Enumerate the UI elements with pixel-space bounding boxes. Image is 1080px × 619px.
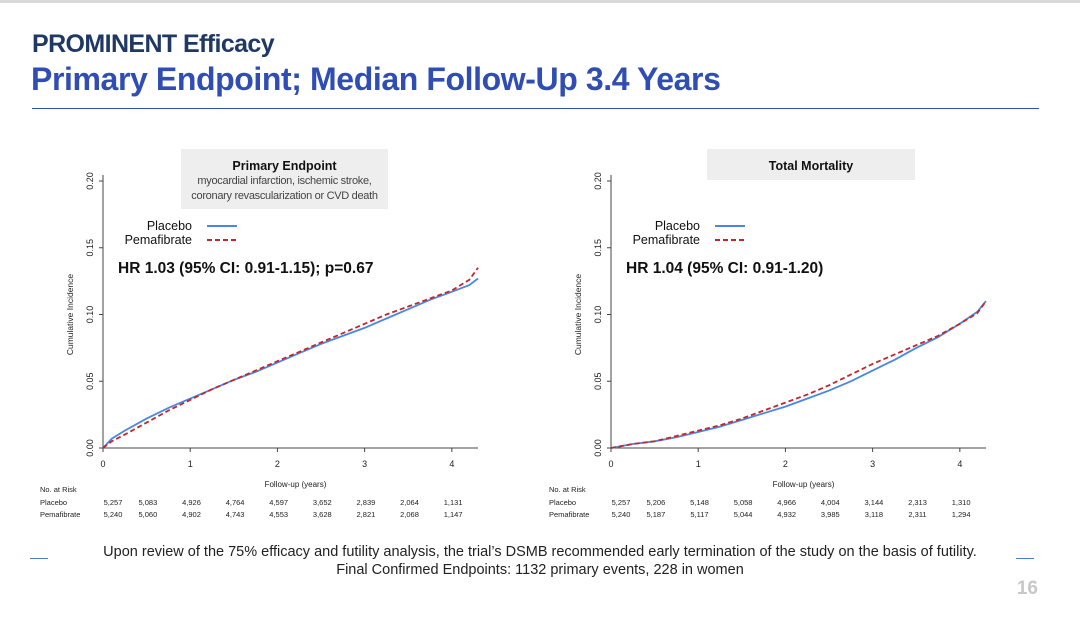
chart1-x-axis-label: Follow-up (years) xyxy=(265,480,327,489)
chart1-series-pemafibrate xyxy=(102,267,479,449)
chart1-hr-annotation: HR 1.03 (95% CI: 0.91-1.15); p=0.67 xyxy=(118,260,373,277)
chart1-legend-label: Placebo xyxy=(147,219,192,233)
chart1-risk-cell: 4,926 xyxy=(182,498,201,507)
chart1-series-placebo xyxy=(102,277,479,449)
chart1-x-tick-label: 1 xyxy=(188,459,193,469)
chart2-risk-cell: 1,310 xyxy=(952,498,971,507)
chart2-title: Total Mortality xyxy=(769,159,854,173)
chart2-series-placebo xyxy=(610,300,987,449)
chart1-y-tick-label: 0.05 xyxy=(85,372,95,390)
chart2-y-tick-label: 0.20 xyxy=(593,172,603,190)
top-border xyxy=(0,0,1080,3)
chart2-series-pemafibrate xyxy=(610,300,987,449)
footnote-line-1: Upon review of the 75% efficacy and futi… xyxy=(103,544,977,560)
chart1-x-tick-label: 3 xyxy=(362,459,367,469)
chart2-risk-cell: 5,240 xyxy=(612,510,631,519)
chart1-risk-cell: 2,064 xyxy=(400,498,419,507)
chart2-risk-cell: 3,118 xyxy=(865,510,883,519)
chart1-x-tick-label: 2 xyxy=(275,459,280,469)
chart2-risk-cell: 5,058 xyxy=(734,498,753,507)
chart2-legend-label: Pemafibrate xyxy=(633,233,700,247)
chart1-title: Primary Endpoint xyxy=(232,159,337,173)
chart2-risk-cell: 5,117 xyxy=(690,510,708,519)
chart1-y-tick-label: 0.20 xyxy=(85,172,95,190)
chart2-risk-cell: 5,206 xyxy=(646,498,665,507)
footnote-dash-right xyxy=(1016,558,1034,559)
chart2-risk-cell: 2,311 xyxy=(908,510,926,519)
chart1-legend-label: Pemafibrate xyxy=(125,233,192,247)
primary-endpoint-chart: Primary Endpoint myocardial infarction, i… xyxy=(40,149,479,519)
chart1-risk-cell: 1,131 xyxy=(444,498,463,507)
chart1-risk-cell: 5,060 xyxy=(138,510,157,519)
chart2-risk-cell: 4,004 xyxy=(821,498,840,507)
chart2-risk-cell: 2,313 xyxy=(908,498,927,507)
chart2-risk-cell: 4,966 xyxy=(777,498,796,507)
chart1-risk-cell: 2,068 xyxy=(400,510,419,519)
chart1-x-tick-label: 0 xyxy=(100,459,105,469)
chart1-risk-cell: 5,083 xyxy=(138,498,157,507)
chart1-risk-cell: 4,764 xyxy=(226,498,245,507)
chart1-risk-cell: 4,743 xyxy=(226,510,245,519)
chart2-x-tick-label: 3 xyxy=(870,459,875,469)
chart2-risk-cell: 5,044 xyxy=(734,510,753,519)
title-rule xyxy=(32,108,1039,109)
chart1-subtitle-line: coronary revascularization or CVD death xyxy=(191,190,378,202)
chart2-risk-table-header: No. at Risk xyxy=(549,485,586,494)
chart1-risk-table-header: No. at Risk xyxy=(40,485,77,494)
chart1-risk-cell: 4,553 xyxy=(269,510,288,519)
chart2-title-box xyxy=(707,149,915,180)
chart1-y-tick-label: 0.10 xyxy=(85,306,95,324)
chart2-risk-cell: 5,187 xyxy=(646,510,665,519)
chart1-risk-row-label: Pemafibrate xyxy=(40,510,80,519)
chart2-risk-cell: 3,144 xyxy=(865,498,884,507)
slide-kicker: PROMINENT Efficacy xyxy=(32,30,275,58)
chart1-title-box xyxy=(181,149,388,209)
chart1-risk-cell: 3,628 xyxy=(313,510,332,519)
chart1-y-axis-label: Cumulative Incidence xyxy=(65,274,75,356)
chart2-y-tick-label: 0.05 xyxy=(593,372,603,390)
footnote-line-2: Final Confirmed Endpoints: 1132 primary … xyxy=(336,562,744,578)
chart2-y-tick-label: 0.15 xyxy=(593,239,603,257)
chart2-y-axis-label: Cumulative Incidence xyxy=(573,274,583,356)
chart1-risk-cell: 5,240 xyxy=(104,510,123,519)
chart2-x-tick-label: 1 xyxy=(696,459,701,469)
chart2-risk-cell: 1,294 xyxy=(952,510,971,519)
chart1-risk-cell: 4,902 xyxy=(182,510,201,519)
footnote-dash-left xyxy=(30,558,48,559)
chart1-risk-cell: 2,839 xyxy=(357,498,376,507)
chart2-risk-cell: 3,985 xyxy=(821,510,840,519)
chart2-y-tick-label: 0.10 xyxy=(593,306,603,324)
chart1-x-tick-label: 4 xyxy=(449,459,454,469)
page-number: 16 xyxy=(1016,578,1038,599)
chart2-risk-cell: 5,148 xyxy=(690,498,709,507)
chart1-subtitle-line: myocardial infarction, ischemic stroke, xyxy=(197,175,371,187)
chart2-x-tick-label: 2 xyxy=(783,459,788,469)
chart2-y-tick-label: 0.00 xyxy=(593,439,603,457)
chart1-y-tick-label: 0.00 xyxy=(85,439,95,457)
chart2-risk-row-label: Placebo xyxy=(549,498,576,507)
chart1-risk-cell: 4,597 xyxy=(269,498,288,507)
chart2-x-tick-label: 0 xyxy=(608,459,613,469)
chart2-risk-cell: 4,932 xyxy=(777,510,796,519)
chart1-risk-cell: 1,147 xyxy=(444,510,463,519)
chart2-risk-cell: 5,257 xyxy=(612,498,631,507)
chart2-legend-label: Placebo xyxy=(655,219,700,233)
chart1-risk-row-label: Placebo xyxy=(40,498,67,507)
total-mortality-chart: Total Mortality 0.00 0.05 0.10 0.15 0.20 Cumul… xyxy=(549,149,987,519)
chart2-hr-annotation: HR 1.04 (95% CI: 0.91-1.20) xyxy=(626,260,823,277)
chart1-y-tick-label: 0.15 xyxy=(85,239,95,257)
chart1-risk-cell: 5,257 xyxy=(104,498,123,507)
chart1-risk-cell: 3,652 xyxy=(313,498,332,507)
chart2-risk-row-label: Pemafibrate xyxy=(549,510,589,519)
chart2-x-tick-label: 4 xyxy=(957,459,962,469)
chart2-x-axis-label: Follow-up (years) xyxy=(773,480,835,489)
chart1-risk-cell: 2,821 xyxy=(357,510,376,519)
slide-title: Primary Endpoint; Median Follow-Up 3.4 Y… xyxy=(31,61,721,97)
